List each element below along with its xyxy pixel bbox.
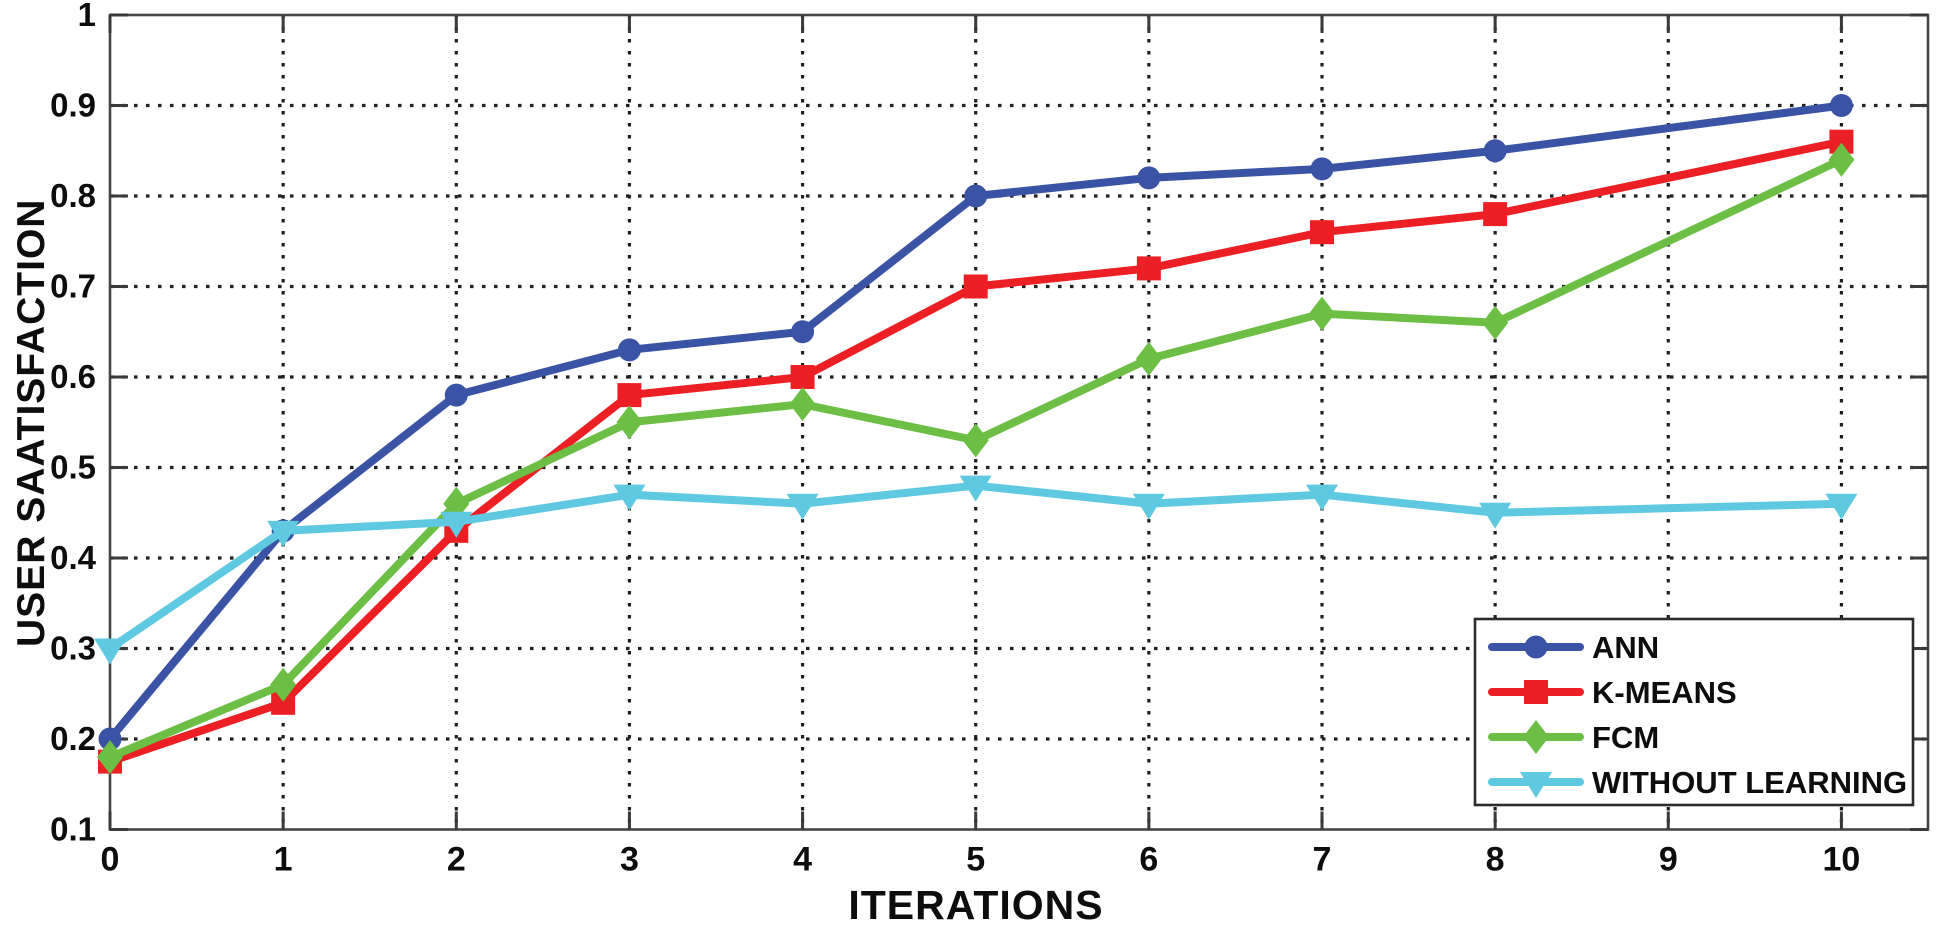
- x-tick-label: 10: [1823, 841, 1861, 879]
- x-tick-label: 0: [101, 841, 120, 879]
- data-point-marker: [1136, 256, 1161, 281]
- legend-item-k-means: K-MEANS: [1488, 675, 1737, 710]
- data-point-marker: [94, 638, 126, 665]
- data-point-marker: [267, 520, 300, 547]
- x-tick-label: 1: [274, 841, 293, 879]
- data-point-marker: [1137, 166, 1161, 190]
- x-tick-label: 2: [447, 841, 466, 879]
- y-tick-label: 0.5: [50, 449, 96, 486]
- y-tick-label: 0.6: [50, 358, 96, 395]
- legend-swatch-marker: [1523, 720, 1549, 754]
- legend-label: K-MEANS: [1592, 675, 1737, 710]
- data-point-marker: [616, 405, 643, 440]
- x-tick-label: 3: [620, 841, 639, 879]
- data-point-marker: [98, 727, 122, 751]
- data-point-marker: [270, 667, 297, 702]
- y-tick-label: 0.9: [50, 87, 96, 124]
- data-point-marker: [1310, 157, 1334, 181]
- y-tick-label: 0.2: [50, 720, 96, 757]
- x-tick-label: 4: [793, 841, 812, 879]
- data-point-marker: [97, 740, 123, 775]
- x-tick-label: 6: [1139, 841, 1158, 879]
- data-point-marker: [786, 493, 819, 520]
- data-point-marker: [959, 475, 992, 502]
- data-point-marker: [1309, 296, 1335, 331]
- legend-swatch-marker: [1520, 772, 1552, 798]
- series-line: [106, 101, 1846, 743]
- series-line: [106, 137, 1846, 766]
- data-point-marker: [617, 383, 642, 408]
- series-line: [106, 155, 1846, 762]
- y-tick-label: 0.1: [50, 811, 96, 848]
- data-point-marker: [1306, 484, 1338, 511]
- legend-item-without-learning: WITHOUT LEARNING: [1488, 765, 1907, 800]
- data-point-marker: [1829, 94, 1853, 117]
- y-tick-label: 0.4: [50, 539, 97, 576]
- data-point-marker: [1132, 493, 1165, 520]
- y-tick-label: 0.7: [50, 268, 96, 305]
- x-tick-label: 5: [966, 841, 985, 879]
- legend-label: ANN: [1592, 630, 1659, 665]
- data-point-marker: [1479, 502, 1512, 529]
- data-point-marker: [1828, 142, 1855, 177]
- data-point-marker: [1483, 202, 1508, 227]
- data-point-marker: [964, 184, 988, 208]
- series-line: [106, 481, 1846, 653]
- data-point-marker: [789, 387, 816, 422]
- data-point-marker: [444, 383, 468, 407]
- data-point-marker: [963, 274, 988, 299]
- data-point-marker: [440, 511, 473, 538]
- legend-label: FCM: [1592, 720, 1659, 755]
- legend-item-ann: ANN: [1488, 630, 1659, 665]
- data-point-marker: [962, 423, 989, 458]
- data-point-marker: [613, 484, 646, 511]
- plot-border: [108, 13, 1930, 831]
- data-point-marker: [1310, 220, 1334, 245]
- x-tick-label: 9: [1659, 841, 1678, 879]
- legend-item-fcm: FCM: [1488, 720, 1659, 755]
- x-axis-title: ITERATIONS: [848, 882, 1104, 928]
- data-point-marker: [791, 320, 815, 344]
- data-point-marker: [1482, 305, 1509, 340]
- data-point-marker: [1135, 341, 1162, 376]
- data-point-marker: [617, 338, 641, 362]
- series-ann: [98, 94, 1853, 751]
- data-point-marker: [1483, 139, 1507, 163]
- data-point-marker: [790, 365, 815, 389]
- x-tick-label: 7: [1313, 841, 1332, 879]
- y-tick-label: 1: [78, 0, 96, 33]
- legend-swatch-marker: [1524, 635, 1548, 659]
- y-tick-label: 0.8: [50, 177, 96, 214]
- legend: ANN K-MEANS FCM WITHOUT LEARNING: [1473, 617, 1915, 807]
- x-tick-label: 8: [1486, 841, 1505, 879]
- data-point-marker: [1825, 493, 1858, 520]
- legend-swatch-marker: [1524, 680, 1548, 704]
- legend-label: WITHOUT LEARNING: [1592, 765, 1907, 800]
- y-tick-label: 0.3: [50, 630, 96, 667]
- series-without-learning: [94, 475, 1858, 665]
